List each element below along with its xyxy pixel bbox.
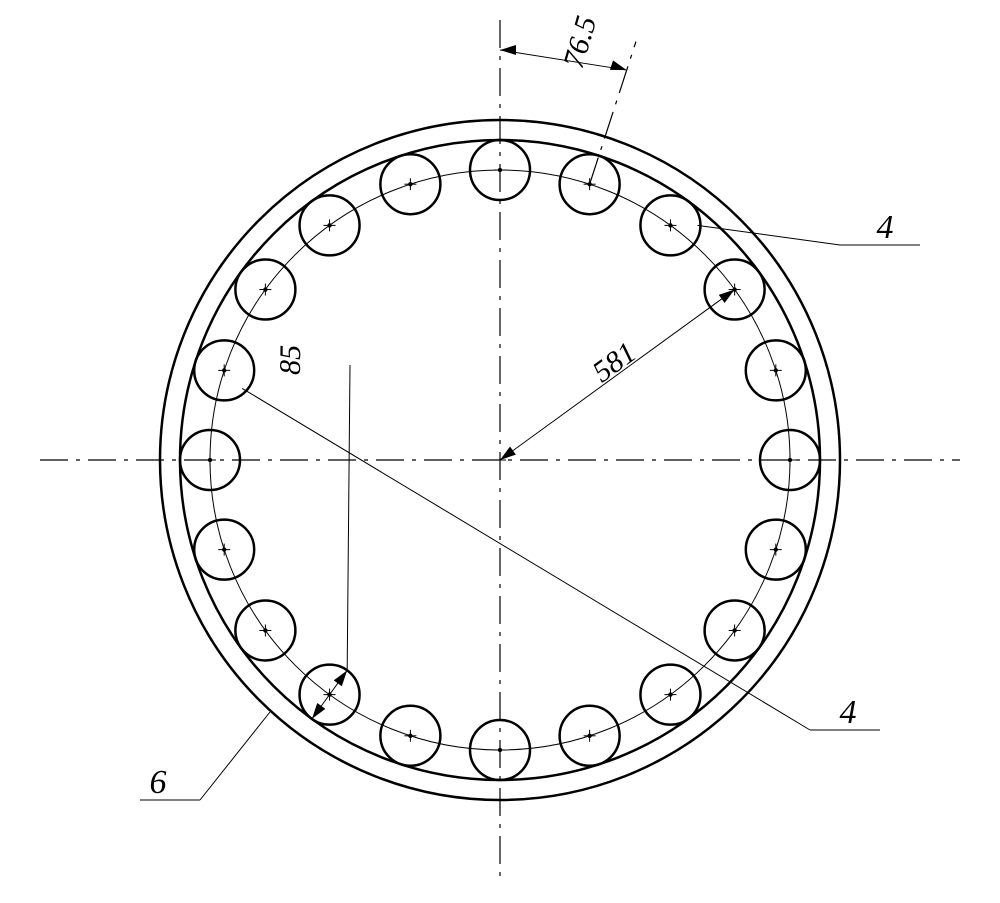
hole — [705, 600, 765, 660]
hole — [640, 665, 700, 725]
hole — [640, 195, 700, 255]
callout-4-lower: 4 — [840, 694, 857, 731]
hole — [300, 195, 360, 255]
hole — [194, 520, 254, 580]
hole — [194, 340, 254, 400]
dim-text-76-5: 76.5 — [557, 12, 603, 72]
hole — [235, 600, 295, 660]
hole — [746, 340, 806, 400]
dim-text-581: 581 — [587, 336, 643, 389]
diagram-svg: 581 85 76.5 4 4 6 — [0, 0, 1000, 903]
hole — [235, 260, 295, 320]
hole — [746, 520, 806, 580]
callout-6: 6 — [150, 764, 167, 801]
hole — [380, 154, 440, 214]
callout-4-upper: 4 — [877, 209, 894, 246]
hole — [380, 706, 440, 766]
hole — [560, 706, 620, 766]
dim-text-85: 85 — [274, 345, 307, 375]
